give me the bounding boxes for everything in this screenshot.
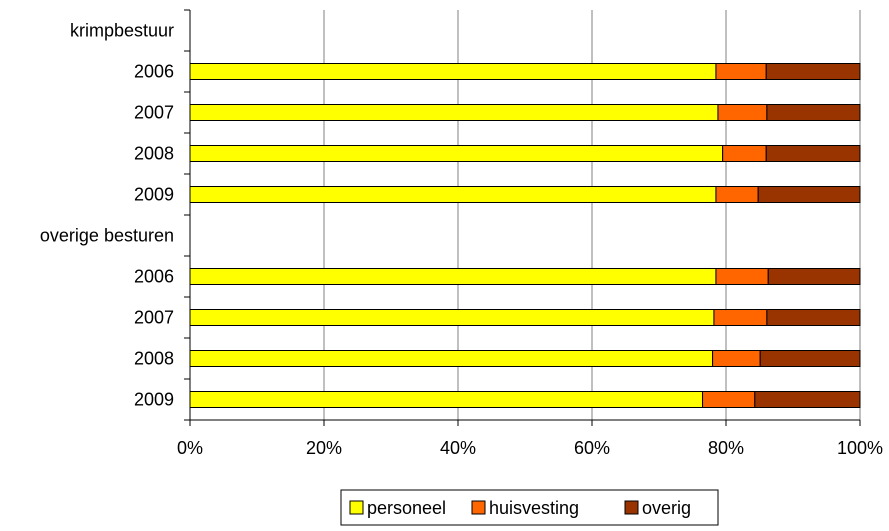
bar-segment-personeel [189, 391, 704, 408]
x-tick-label: 80% [708, 438, 744, 458]
bar-segment-huisvesting [713, 309, 768, 326]
y-category-label: 2007 [134, 308, 174, 328]
legend: personeel huisvesting overig [340, 489, 719, 526]
bar-segment-overig [767, 268, 861, 285]
y-category-label: krimpbestuur [70, 21, 174, 41]
x-tick-label: 0% [177, 438, 203, 458]
legend-label-personeel: personeel [367, 498, 446, 518]
axes [184, 9, 861, 426]
legend-label-huisvesting: huisvesting [489, 498, 579, 518]
y-category-label: 2006 [134, 62, 174, 82]
legend-swatch-huisvesting [471, 500, 486, 515]
bar-segment-personeel [189, 186, 717, 203]
legend-swatch-overig [624, 500, 639, 515]
bar-segment-personeel [189, 350, 714, 367]
y-category-label: 2007 [134, 103, 174, 123]
bar-segment-overig [759, 350, 861, 367]
bar-segment-overig [757, 186, 861, 203]
x-tick-label: 100% [837, 438, 883, 458]
bar-segment-overig [766, 309, 861, 326]
axis-labels: 0% 20% 40% 60% 80% 100% krimpbestuur 2006 2007 20… [40, 21, 883, 459]
bar-segment-huisvesting [717, 104, 768, 121]
y-category-label: overige besturen [40, 226, 174, 246]
bar-segment-personeel [189, 268, 717, 285]
bar-segment-huisvesting [722, 145, 767, 162]
y-category-label: 2006 [134, 267, 174, 287]
legend-label-overig: overig [642, 498, 691, 518]
x-tick-label: 60% [574, 438, 610, 458]
bar-segment-personeel [189, 309, 715, 326]
y-category-label: 2008 [134, 144, 174, 164]
bar-segment-huisvesting [715, 63, 767, 80]
bar-segment-personeel [189, 104, 719, 121]
bar-segment-huisvesting [715, 268, 769, 285]
y-category-label: 2009 [134, 185, 174, 205]
bar-segment-overig [754, 391, 861, 408]
bar-segment-personeel [189, 63, 717, 80]
bar-segment-personeel [189, 145, 724, 162]
x-tick-label: 20% [306, 438, 342, 458]
legend-swatch-personeel [349, 500, 364, 515]
bar-segment-huisvesting [702, 391, 756, 408]
bar-segment-overig [766, 104, 861, 121]
bars [189, 63, 861, 408]
bar-segment-overig [765, 63, 861, 80]
legend-box [340, 489, 719, 526]
bar-segment-overig [765, 145, 861, 162]
y-category-label: 2008 [134, 349, 174, 369]
bar-segment-huisvesting [712, 350, 761, 367]
bar-segment-huisvesting [715, 186, 759, 203]
y-category-label: 2009 [134, 390, 174, 410]
x-tick-label: 40% [440, 438, 476, 458]
